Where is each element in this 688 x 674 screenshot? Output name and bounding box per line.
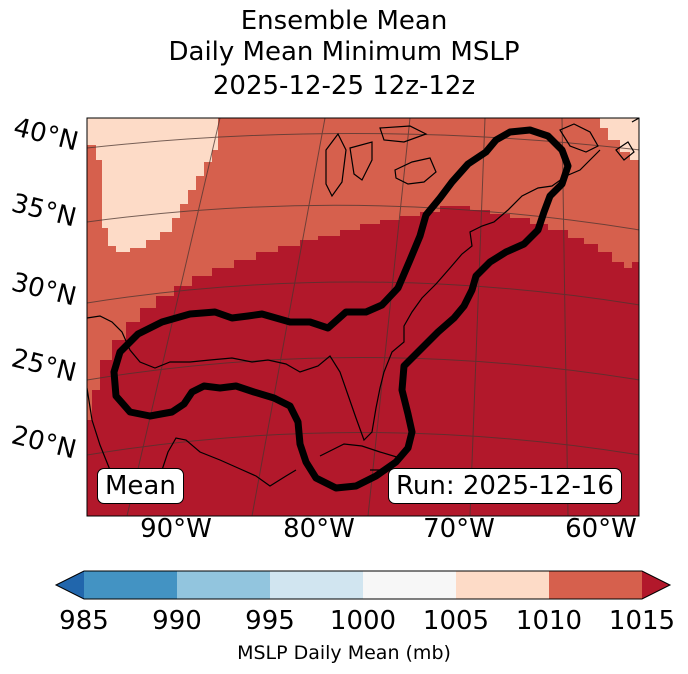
lon-label-60w: 60°W	[565, 514, 637, 544]
lon-label-70w: 70°W	[423, 514, 495, 544]
contour-1015mb	[110, 126, 572, 492]
cbar-tick-1010: 1010	[515, 606, 583, 636]
cbar-segment	[549, 571, 642, 599]
cbar-tick-995: 995	[245, 606, 295, 636]
pressure-fill-1010-1015	[87, 118, 639, 420]
lon-label-80w: 80°W	[283, 514, 355, 544]
cbar-segment	[177, 571, 270, 599]
cbar-segment	[456, 571, 549, 599]
chart-title-line1: Ensemble Mean	[240, 6, 448, 36]
pressure-fill-1005-1010-east	[600, 118, 639, 160]
cbar-tick-1000: 1000	[329, 606, 397, 636]
pressure-fill-1005-1010-west	[87, 118, 218, 252]
map-frame	[86, 117, 640, 517]
cbar-tick-1015: 1015	[608, 606, 676, 636]
cbar-outline	[54, 570, 672, 600]
cbar-segment	[363, 571, 456, 599]
run-date-box: Run: 2025-12-16	[388, 468, 622, 504]
cbar-extend-high	[642, 571, 670, 599]
cbar-tick-990: 990	[152, 606, 202, 636]
lon-label-90w: 90°W	[140, 514, 212, 544]
cbar-segment	[84, 571, 177, 599]
chart-title-line2: Daily Mean Minimum MSLP	[168, 37, 520, 67]
cbar-tick-1005: 1005	[422, 606, 490, 636]
chart-title-line3: 2025-12-25 12z-12z	[212, 71, 476, 101]
colorbar-label: MSLP Daily Mean (mb)	[237, 642, 451, 664]
cbar-tick-985: 985	[59, 606, 109, 636]
cbar-segment	[270, 571, 363, 599]
graticule	[87, 118, 639, 516]
mean-label-box: Mean	[97, 468, 184, 504]
cbar-extend-low	[56, 571, 84, 599]
